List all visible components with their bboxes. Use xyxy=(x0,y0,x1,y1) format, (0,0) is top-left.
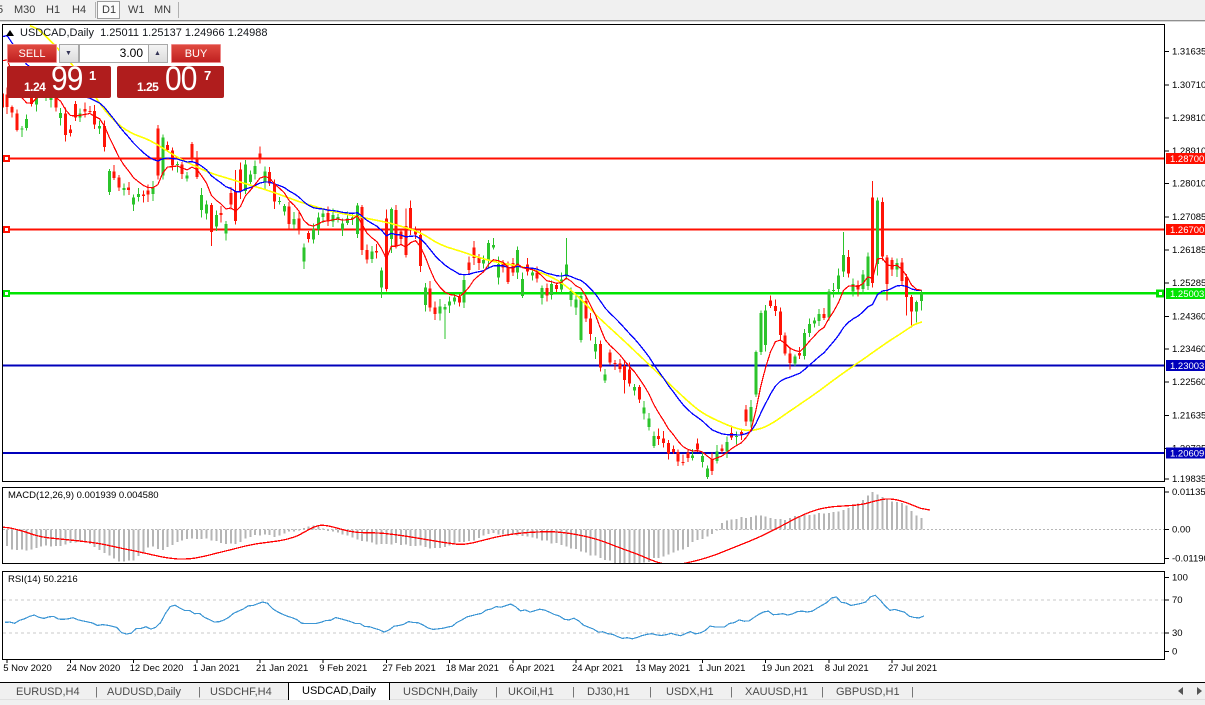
svg-text:1.28910: 1.28910 xyxy=(1172,146,1205,157)
svg-text:1.23460: 1.23460 xyxy=(1172,344,1205,355)
svg-text:1 Jun 2021: 1 Jun 2021 xyxy=(698,663,745,674)
svg-text:1.25003: 1.25003 xyxy=(1170,289,1204,300)
svg-text:1.24360: 1.24360 xyxy=(1172,311,1205,322)
svg-text:5 Nov 2020: 5 Nov 2020 xyxy=(3,663,52,674)
svg-text:0: 0 xyxy=(1172,646,1177,657)
svg-text:70: 70 xyxy=(1172,595,1183,606)
svg-text:21 Jan 2021: 21 Jan 2021 xyxy=(256,663,308,674)
svg-text:13 May 2021: 13 May 2021 xyxy=(635,663,690,674)
svg-text:1.23003: 1.23003 xyxy=(1170,361,1204,372)
svg-text:12 Dec 2020: 12 Dec 2020 xyxy=(130,663,184,674)
svg-text:1.25285: 1.25285 xyxy=(1172,278,1205,289)
svg-text:1.28010: 1.28010 xyxy=(1172,179,1205,190)
svg-text:0.01135: 0.01135 xyxy=(1172,487,1205,498)
svg-text:1.20609: 1.20609 xyxy=(1170,449,1204,460)
svg-text:1 Jan 2021: 1 Jan 2021 xyxy=(193,663,240,674)
svg-text:1.26185: 1.26185 xyxy=(1172,245,1205,256)
svg-text:24 Nov 2020: 24 Nov 2020 xyxy=(66,663,120,674)
svg-text:1.19835: 1.19835 xyxy=(1172,474,1205,485)
svg-text:1.30710: 1.30710 xyxy=(1172,80,1205,91)
svg-text:6 Apr 2021: 6 Apr 2021 xyxy=(509,663,555,674)
svg-text:8 Jul 2021: 8 Jul 2021 xyxy=(825,663,869,674)
svg-text:19 Jun 2021: 19 Jun 2021 xyxy=(762,663,814,674)
svg-text:1.28700: 1.28700 xyxy=(1170,154,1204,165)
svg-text:1.29810: 1.29810 xyxy=(1172,113,1205,124)
svg-text:1.27085: 1.27085 xyxy=(1172,212,1205,223)
svg-text:30: 30 xyxy=(1172,628,1183,639)
svg-text:18 Mar 2021: 18 Mar 2021 xyxy=(446,663,499,674)
svg-text:1.26700: 1.26700 xyxy=(1170,225,1204,236)
svg-text:24 Apr 2021: 24 Apr 2021 xyxy=(572,663,623,674)
svg-text:1.22560: 1.22560 xyxy=(1172,377,1205,388)
svg-text:27 Jul 2021: 27 Jul 2021 xyxy=(888,663,937,674)
svg-text:9 Feb 2021: 9 Feb 2021 xyxy=(319,663,367,674)
svg-text:0.00: 0.00 xyxy=(1172,525,1191,536)
svg-text:100: 100 xyxy=(1172,573,1188,584)
svg-text:1.21635: 1.21635 xyxy=(1172,411,1205,422)
svg-text:27 Feb 2021: 27 Feb 2021 xyxy=(382,663,435,674)
svg-text:-0.01190: -0.01190 xyxy=(1172,554,1205,565)
svg-text:1.31635: 1.31635 xyxy=(1172,47,1205,58)
